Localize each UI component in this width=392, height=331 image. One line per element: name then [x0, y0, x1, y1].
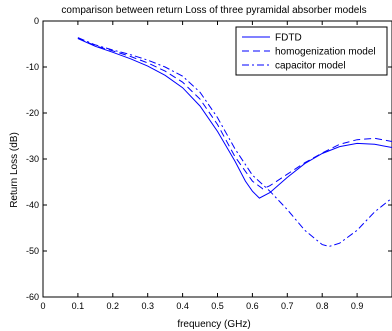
x-tick-label: 0.4 — [176, 301, 189, 311]
legend: FDTD homogenization model capacitor model — [235, 26, 388, 76]
x-tick-label: 0.3 — [141, 301, 154, 311]
y-tick-label: -60 — [26, 292, 39, 302]
series-line-2 — [77, 37, 392, 190]
x-axis-label: frequency (GHz) — [177, 319, 250, 330]
y-tick-label: -50 — [26, 246, 39, 256]
x-tick-label: 0.6 — [246, 301, 259, 311]
y-tick-label: -10 — [26, 62, 39, 72]
x-tick-label: 0.8 — [316, 301, 329, 311]
x-tick-label: 0 — [40, 301, 45, 311]
x-tick-label: 0.1 — [72, 301, 85, 311]
x-tick-label: 0.7 — [281, 301, 294, 311]
legend-box — [235, 26, 388, 76]
x-tick-label: 0.9 — [351, 301, 364, 311]
legend-label-3: capacitor model — [275, 61, 346, 72]
series-line-3 — [77, 37, 392, 247]
y-tick-label: -30 — [26, 154, 39, 164]
y-tick-label: -20 — [26, 108, 39, 118]
x-tick-label: 0.2 — [107, 301, 120, 311]
legend-label-2: homogenization model — [275, 47, 376, 58]
y-axis-label: Return Loss (dB) — [9, 132, 20, 208]
plot-area: 0 0.1 0.2 0.3 0.4 0.5 0.6 0.7 0.8 0.9 0 -10 -20 -30 -4… — [26, 16, 392, 311]
x-tick-label: 0.5 — [211, 301, 224, 311]
series-line-1 — [77, 38, 392, 199]
y-tick-label: -40 — [26, 200, 39, 210]
legend-label-1: FDTD — [275, 33, 302, 44]
chart-title: comparison between return Loss of three … — [61, 5, 366, 16]
y-tick-label: 0 — [34, 16, 39, 26]
